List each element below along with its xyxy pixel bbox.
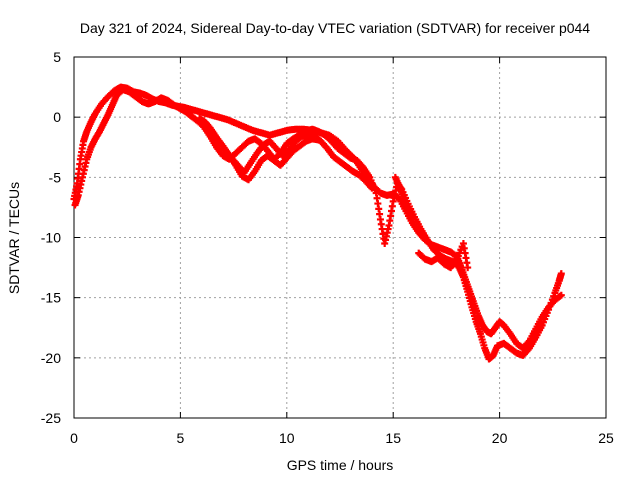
chart-title: Day 321 of 2024, Sidereal Day-to-day VTE…: [80, 20, 590, 36]
y-axis-label: SDTVAR / TECUs: [6, 182, 22, 294]
data-point: [315, 136, 323, 144]
y-tick-label: -5: [49, 169, 62, 185]
series-track-d: [200, 117, 323, 184]
data-point: [557, 291, 565, 299]
axis-ticks: 0 5 10 15 20 25 5 0 -5 -10 -15 -20 -25: [41, 49, 614, 446]
y-tick-label: -10: [41, 230, 61, 246]
data-point: [368, 184, 376, 192]
series-track-e: [391, 173, 416, 220]
y-tick-label: -20: [41, 350, 61, 366]
x-tick-label: 10: [279, 430, 295, 446]
data-marks: [70, 83, 565, 363]
series-track-f: [415, 240, 472, 272]
series-track-a: [70, 83, 565, 352]
y-tick-label: 0: [53, 109, 61, 125]
series-track-b: [71, 85, 565, 363]
grid-lines: [74, 57, 606, 418]
data-point: [557, 270, 565, 278]
x-tick-label: 0: [70, 430, 78, 446]
y-tick-label: -25: [41, 410, 61, 426]
x-tick-label: 15: [385, 430, 401, 446]
y-tick-label: 5: [53, 49, 61, 65]
x-axis-label: GPS time / hours: [287, 457, 394, 473]
x-tick-label: 25: [598, 430, 614, 446]
y-tick-label: -15: [41, 290, 61, 306]
x-tick-label: 20: [492, 430, 508, 446]
x-tick-label: 5: [177, 430, 185, 446]
data-point: [408, 212, 416, 220]
data-point: [464, 264, 472, 272]
